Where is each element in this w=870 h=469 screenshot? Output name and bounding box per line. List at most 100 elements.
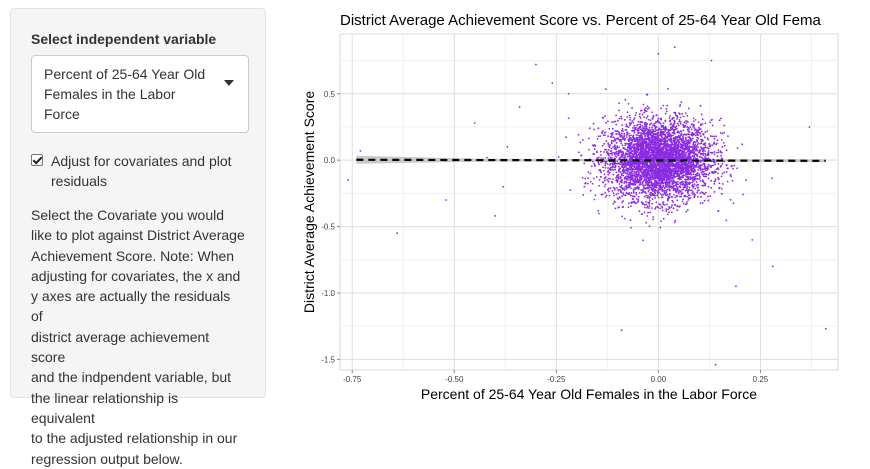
data-point xyxy=(605,148,608,151)
data-point xyxy=(704,175,707,178)
adjust-covariates-checkbox[interactable] xyxy=(31,154,43,166)
data-point xyxy=(669,115,671,117)
data-point xyxy=(666,104,669,107)
data-point xyxy=(700,113,703,116)
data-point xyxy=(634,177,636,180)
data-point xyxy=(674,196,677,199)
data-point xyxy=(686,126,689,128)
data-point xyxy=(598,212,600,215)
data-point xyxy=(671,180,674,183)
data-point xyxy=(660,187,663,190)
data-point xyxy=(627,145,630,148)
data-point xyxy=(612,136,615,139)
data-point xyxy=(604,164,607,167)
data-point xyxy=(669,119,671,122)
data-point xyxy=(671,147,674,149)
data-point xyxy=(638,165,641,168)
data-point xyxy=(713,153,716,156)
data-point xyxy=(686,195,688,198)
data-point xyxy=(621,124,624,127)
data-point xyxy=(664,145,667,148)
data-point xyxy=(639,183,642,186)
x-tick-label: -0.75 xyxy=(343,375,362,384)
data-point xyxy=(697,121,700,124)
data-point xyxy=(681,146,684,149)
data-point xyxy=(698,128,701,130)
data-point xyxy=(623,217,626,220)
data-point xyxy=(660,188,663,191)
data-point xyxy=(677,130,679,133)
data-point xyxy=(668,211,670,214)
data-point xyxy=(630,139,632,141)
data-point xyxy=(671,199,674,202)
data-point xyxy=(673,193,675,196)
data-point xyxy=(701,179,704,182)
data-point xyxy=(615,141,618,144)
data-point xyxy=(687,196,690,199)
data-point xyxy=(638,186,640,189)
data-point xyxy=(693,127,696,129)
data-point xyxy=(673,179,675,182)
data-point xyxy=(632,135,634,138)
data-point xyxy=(656,194,659,197)
data-point xyxy=(700,171,703,174)
data-point xyxy=(647,195,650,197)
data-point xyxy=(698,173,701,176)
data-point xyxy=(656,191,659,193)
data-point xyxy=(678,112,680,115)
data-point xyxy=(643,111,646,114)
data-point xyxy=(624,98,627,101)
data-point xyxy=(607,167,609,169)
data-point xyxy=(731,179,734,182)
data-point xyxy=(617,138,620,141)
data-point xyxy=(652,141,655,144)
help-line: adjusting for covariates, the x and xyxy=(31,267,241,284)
data-point xyxy=(668,186,671,189)
data-point xyxy=(681,188,684,191)
data-point xyxy=(637,188,640,191)
data-point xyxy=(653,155,655,158)
data-point xyxy=(732,202,735,205)
adjust-covariates-option[interactable]: Adjust for covariates and plot residuals xyxy=(31,151,245,191)
data-point xyxy=(735,285,737,288)
data-point xyxy=(628,166,631,169)
data-point xyxy=(583,162,586,165)
data-point xyxy=(645,147,647,150)
data-point xyxy=(608,194,611,197)
data-point xyxy=(577,133,580,136)
data-point xyxy=(688,167,690,170)
data-point xyxy=(676,166,679,169)
independent-variable-select[interactable]: Percent of 25-64 Year Old Females in the… xyxy=(31,55,249,133)
data-point xyxy=(771,265,774,268)
data-point xyxy=(689,197,692,200)
data-point xyxy=(692,186,694,189)
data-point xyxy=(650,149,652,152)
data-point xyxy=(680,183,682,186)
data-point xyxy=(662,164,665,166)
data-point xyxy=(618,139,621,142)
data-point xyxy=(674,145,677,148)
data-point xyxy=(653,124,656,127)
data-point xyxy=(675,142,678,145)
data-point xyxy=(686,201,688,203)
data-point xyxy=(646,164,649,167)
help-line: Achievement Score. Note: When xyxy=(31,247,235,264)
data-point xyxy=(646,137,649,140)
data-point xyxy=(721,132,724,135)
data-point xyxy=(682,198,685,201)
data-point xyxy=(656,147,659,150)
data-point xyxy=(618,146,621,148)
data-point xyxy=(684,154,687,156)
data-point xyxy=(637,181,640,184)
data-point xyxy=(670,206,673,209)
data-point xyxy=(687,153,690,156)
data-point xyxy=(646,107,649,110)
data-point xyxy=(610,135,613,138)
data-point xyxy=(685,186,687,189)
data-point xyxy=(661,149,664,152)
data-point xyxy=(629,151,631,154)
data-point xyxy=(630,183,633,186)
data-point xyxy=(694,149,697,152)
data-point xyxy=(569,189,572,192)
data-point xyxy=(648,130,651,133)
